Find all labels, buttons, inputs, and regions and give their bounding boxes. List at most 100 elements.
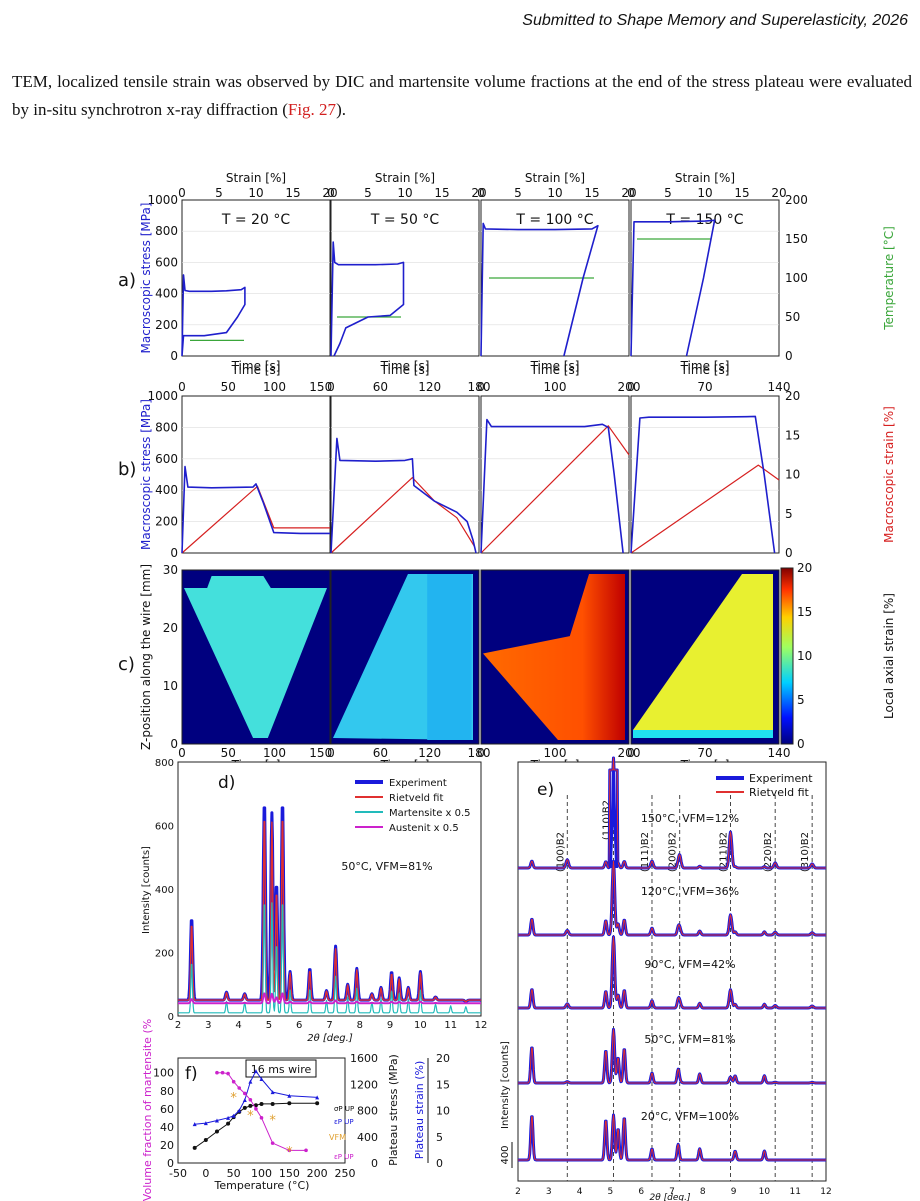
plateau-strain-point	[237, 1108, 242, 1113]
x-tick-label: 5	[608, 1187, 614, 1197]
peak-label: (310)B2	[800, 832, 811, 872]
y-tick-label: 80	[160, 1085, 174, 1098]
y-mid-tick-label: 800	[357, 1105, 378, 1118]
vfm-point	[287, 1148, 292, 1153]
panel-frame	[330, 395, 480, 554]
legend-box	[245, 1059, 317, 1078]
top-tick-label: 140	[768, 380, 791, 394]
vfm-point	[259, 1116, 264, 1120]
stress-strain-curve	[330, 241, 405, 357]
x-tick-label: 50	[221, 746, 236, 760]
pattern-label: 150°C, VFM=12%	[641, 812, 739, 825]
x-tick-label: 12	[475, 1020, 488, 1031]
y-tick-label: 200	[155, 318, 178, 332]
rietveld-fit	[518, 860, 826, 936]
y-right-tick-label: 10	[436, 1105, 450, 1118]
legend-label: Rietveld fit	[389, 793, 443, 804]
x-axis-label: 2θ [deg.]	[307, 1033, 353, 1044]
heatmap-region	[633, 730, 773, 738]
temperature-label: T = 100 °C	[515, 212, 593, 228]
y-tick-label: 800	[155, 758, 174, 769]
x-tick-label: 0	[178, 746, 186, 760]
peak-label: (111)B2	[640, 832, 651, 872]
series-label: VFM	[329, 1133, 346, 1142]
pattern-label: 90°C, VFM=42%	[644, 958, 735, 971]
vfm-star-marker: *	[286, 1145, 293, 1160]
panel-frame	[177, 761, 482, 1017]
y-tick-label: 0	[167, 1157, 174, 1170]
y-right-axis-label: Temperature [°C]	[882, 226, 896, 331]
vfm-point	[215, 1070, 219, 1075]
x-tick-label: 6	[296, 1020, 302, 1031]
panel-label-d: d)	[218, 773, 235, 793]
y-mid-tick-label: 0	[371, 1157, 378, 1170]
legend-label: Martensite x 0.5	[389, 808, 471, 819]
top-tick-label: 70	[697, 380, 712, 394]
panel-label-f: f)	[185, 1064, 198, 1084]
top-tick-label: 5	[215, 186, 223, 200]
heatmap-region	[633, 574, 773, 730]
y-right-tick-label: 20	[785, 389, 800, 403]
top-tick-label: 0	[627, 186, 635, 200]
colorbar-tick-label: 10	[797, 649, 812, 663]
running-header: Submitted to Shape Memory and Superelast…	[522, 12, 908, 29]
vfm-point	[248, 1097, 253, 1102]
temperature-label: T = 50 °C	[370, 212, 439, 228]
austenite-pattern	[177, 992, 482, 1005]
y-axis-label: Intensity [counts]	[500, 1041, 511, 1129]
plateau-strain-point	[248, 1079, 253, 1084]
stress-time-curve	[181, 465, 330, 554]
x-tick-label: 9	[387, 1020, 393, 1031]
peak-label: (100)B2	[555, 832, 566, 872]
pattern-label: 20°C, VFM=100%	[641, 1110, 739, 1123]
plateau-strain-point	[242, 1098, 247, 1102]
top-tick-label: 20	[322, 186, 337, 200]
y-tick-label: 400	[155, 885, 174, 896]
x-tick-label: 10	[414, 1020, 427, 1031]
panel-frame	[330, 199, 480, 357]
vfm-point	[304, 1148, 308, 1153]
top-tick-label: 15	[734, 186, 749, 200]
top-tick-label: 0	[178, 186, 186, 200]
stress-time-curve	[480, 418, 624, 554]
y-tick-label: 10	[163, 679, 178, 693]
temperature-label: T = 150 °C	[665, 212, 743, 228]
top-tick-label: 10	[547, 186, 562, 200]
vfm-point	[220, 1070, 225, 1075]
plateau-stress-point	[242, 1105, 247, 1110]
figure-reference-link[interactable]: Fig. 27	[287, 100, 337, 119]
top-tick-label: 0	[627, 380, 635, 394]
y-tick-label: 60	[160, 1103, 174, 1116]
x-tick-label: 0	[327, 746, 335, 760]
x-tick-label: 100	[263, 746, 286, 760]
bottom-axis-label: Time [s]	[231, 359, 281, 373]
plateau-strain-point	[315, 1095, 320, 1100]
y-tick-label: 100	[153, 1067, 174, 1080]
y-tick-label: 400	[155, 483, 178, 497]
x-tick-label: 12	[820, 1187, 831, 1197]
stress-strain-curve	[181, 274, 246, 357]
top-axis-label: Strain [%]	[375, 171, 435, 185]
colorbar-tick-label: 20	[797, 561, 812, 575]
colorbar-tick-label: 15	[797, 605, 812, 619]
y-right-tick-label: 10	[785, 468, 800, 482]
x-tick-label: 60	[373, 746, 388, 760]
top-tick-label: 20	[771, 186, 786, 200]
panel-frame	[480, 395, 630, 554]
x-tick-label: 0	[627, 746, 635, 760]
y-tick-label: 0	[170, 737, 178, 751]
series-label: εP UP	[334, 1118, 354, 1126]
x-tick-label: 4	[577, 1187, 583, 1197]
vfm-point	[243, 1091, 247, 1096]
vfm-point	[254, 1107, 258, 1111]
bottom-axis-label: Time [s]	[530, 359, 580, 373]
heatmap-region	[427, 574, 472, 740]
peak-label: (211)B2	[719, 832, 730, 872]
x-tick-label: 3	[205, 1020, 211, 1031]
paragraph-text-2: ).	[336, 100, 346, 119]
top-axis-label: Time [s]	[680, 363, 730, 377]
colorbar-label: Local axial strain [%]	[882, 593, 896, 719]
top-tick-label: 0	[327, 186, 335, 200]
top-tick-label: 15	[584, 186, 599, 200]
top-tick-label: 60	[373, 380, 388, 394]
